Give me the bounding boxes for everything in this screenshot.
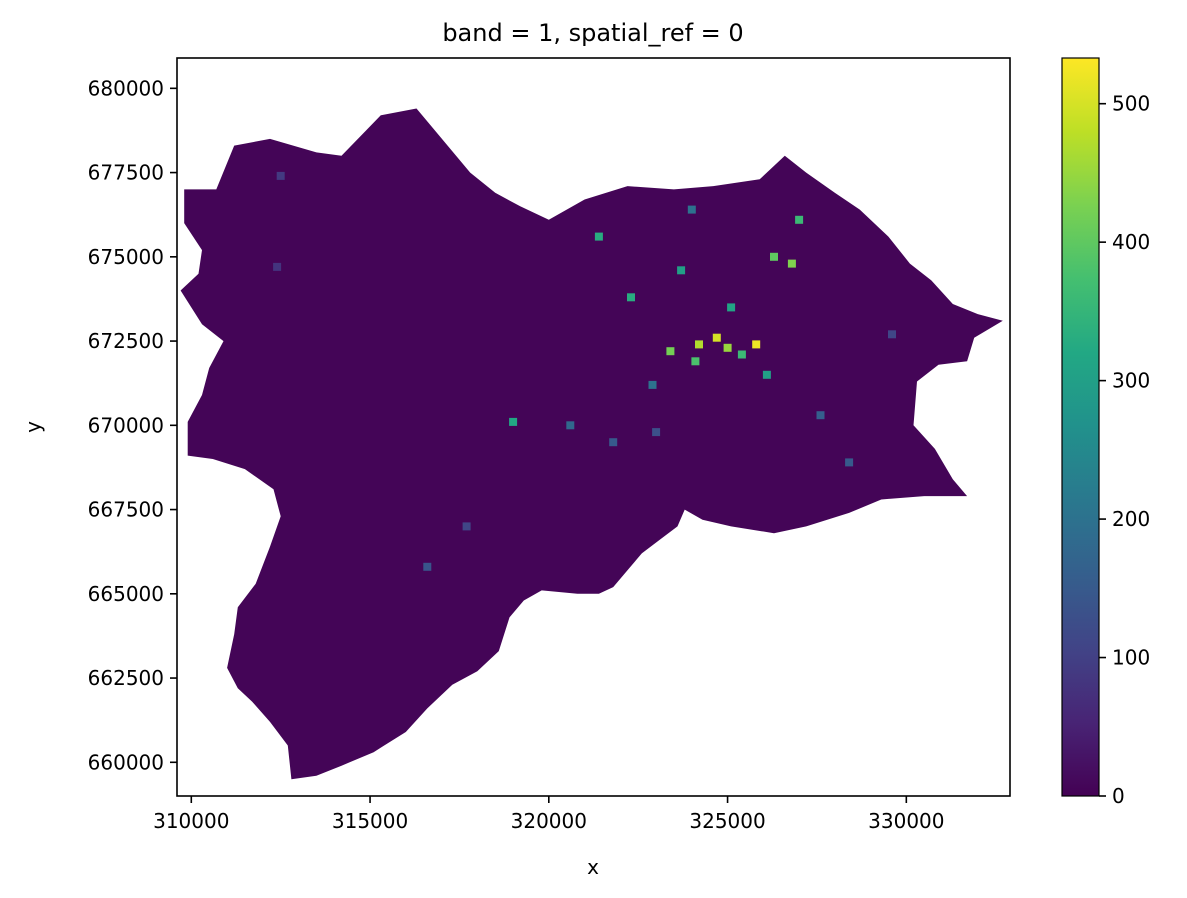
colorbar-tick-label: 0 <box>1112 784 1125 808</box>
x-axis-label: x <box>587 855 599 879</box>
colorbar-tick-label: 500 <box>1112 92 1150 116</box>
raster-hotspot-cell <box>888 330 896 339</box>
raster-hotspot-cell <box>566 421 575 430</box>
y-tick-label: 660000 <box>88 750 164 774</box>
x-tick-label: 315000 <box>332 809 408 833</box>
raster-hotspot-cell <box>276 171 285 180</box>
y-tick-label: 662500 <box>88 666 164 690</box>
raster-hotspot-cell <box>462 522 471 531</box>
raster-hotspot-cell <box>594 232 603 241</box>
raster-hotspot-cell <box>845 458 854 467</box>
raster-hotspot-cell <box>695 340 703 349</box>
raster-hotspot-cell <box>723 343 732 352</box>
y-tick-label: 667500 <box>88 498 164 522</box>
raster-hotspot-cell <box>273 262 282 271</box>
y-tick-label: 675000 <box>88 245 164 269</box>
raster-hotspot-cell <box>609 438 618 447</box>
x-axis-ticks: 310000 315000 320000 325000 330000 <box>153 796 945 833</box>
raster-hotspot-cell <box>691 357 700 366</box>
y-tick-label: 680000 <box>88 76 164 100</box>
raster-layer <box>180 108 1003 780</box>
colorbar-ticks: 0 100 200 300 400 500 <box>1099 92 1150 808</box>
raster-hotspot-cell <box>677 266 686 275</box>
y-axis-ticks: 660000 662500 665000 667500 670000 672500 6750… <box>88 76 177 774</box>
raster-hotspot-cell <box>648 380 657 389</box>
raster-hotspot-cell <box>795 215 804 224</box>
y-tick-label: 677500 <box>88 161 164 185</box>
raster-hotspot-cell <box>737 350 746 359</box>
raster-hotspot-cell <box>509 417 518 426</box>
plot-frame <box>176 57 1011 797</box>
raster-hotspot-cell <box>423 562 432 571</box>
raster-hotspot-cell <box>627 293 635 302</box>
colorbar-tick-label: 400 <box>1112 230 1150 254</box>
y-axis-label: y <box>21 421 45 433</box>
raster-hotspot-cell <box>687 205 696 214</box>
raster-hotspot-cell <box>652 428 661 437</box>
raster-hotspot-cell <box>770 252 778 261</box>
x-tick-label: 310000 <box>153 809 229 833</box>
colorbar-tick-label: 100 <box>1112 646 1150 670</box>
raster-hotspot-cell <box>666 347 675 356</box>
raster-hotspot-cell <box>816 411 825 420</box>
raster-hotspot-cell <box>752 340 761 349</box>
x-tick-label: 330000 <box>868 809 944 833</box>
chart-title: band = 1, spatial_ref = 0 <box>442 19 743 47</box>
x-tick-label: 325000 <box>689 809 765 833</box>
raster-hotspot-cell <box>787 259 796 268</box>
raster-hotspot-cell <box>712 333 721 342</box>
colorbar-tick-label: 300 <box>1112 369 1150 393</box>
colorbar-tick-label: 200 <box>1112 507 1150 531</box>
raster-hotspot-cell <box>762 370 771 379</box>
y-tick-label: 672500 <box>88 329 164 353</box>
y-tick-label: 670000 <box>88 413 164 437</box>
x-tick-label: 320000 <box>511 809 587 833</box>
raster-hotspot-cell <box>727 303 736 312</box>
raster-region <box>180 108 1003 780</box>
colorbar <box>1061 57 1100 797</box>
y-tick-label: 665000 <box>88 582 164 606</box>
